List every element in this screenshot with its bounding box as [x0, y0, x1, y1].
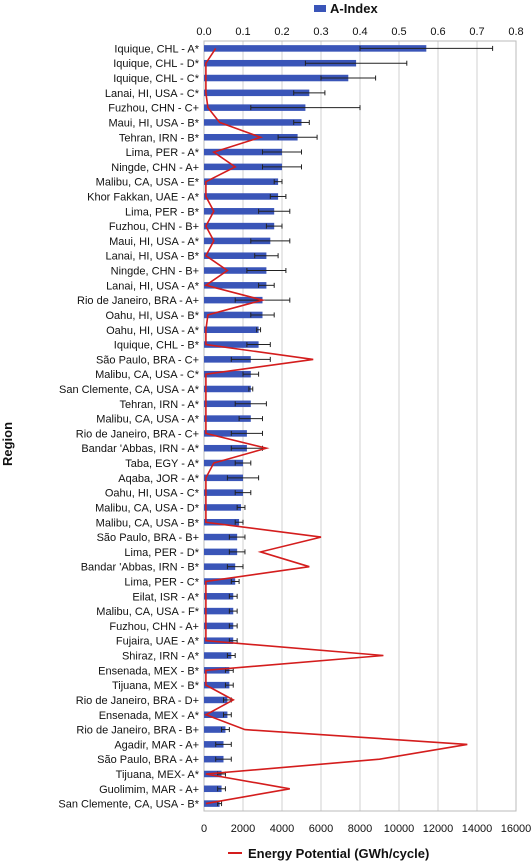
- category-label: Maui, HI, USA - A*: [109, 236, 200, 248]
- category-label: Lima, PER - B*: [125, 206, 200, 218]
- bottom-tick-label: 4000: [270, 823, 294, 835]
- bottom-tick-label: 0: [201, 823, 207, 835]
- bottom-tick-label: 14000: [462, 823, 493, 835]
- bottom-tick-label: 10000: [384, 823, 415, 835]
- category-label: Malibu, CA, USA - A*: [96, 414, 199, 426]
- category-label: Maui, HI, USA - B*: [109, 117, 200, 129]
- category-label: Lanai, HI, USA - A*: [106, 280, 200, 292]
- top-tick-label: 0.2: [274, 26, 289, 38]
- bottom-tick-label: 8000: [348, 823, 372, 835]
- category-label: Bandar 'Abbas, IRN - B*: [81, 562, 200, 574]
- category-label: Iquique, CHL - D*: [113, 58, 200, 70]
- bottom-tick-label: 2000: [231, 823, 255, 835]
- top-tick-label: 0.6: [430, 26, 445, 38]
- category-label: Malibu, CA, USA - D*: [95, 502, 200, 514]
- category-label: Fuzhou, CHN - C+: [108, 103, 199, 115]
- top-tick-label: 0.4: [352, 26, 367, 38]
- category-label: Malibu, CA, USA - E*: [96, 177, 200, 189]
- line-layer: [206, 48, 467, 803]
- category-label: Rio de Janeiro, BRA - C+: [76, 428, 199, 440]
- category-label: Ningde, CHN - B+: [111, 266, 199, 278]
- bottom-tick-label: 6000: [309, 823, 333, 835]
- legend-top-label: A-Index: [330, 1, 378, 16]
- category-label: Fujaira, UAE - A*: [116, 636, 200, 648]
- category-label: São Paulo, BRA - C+: [96, 354, 199, 366]
- category-label: Guolimim, MAR - A+: [99, 784, 199, 796]
- category-label: Lima, PER - D*: [124, 547, 199, 559]
- category-label: Tijuana, MEX - B*: [112, 680, 200, 692]
- legend-top-swatch: [314, 5, 326, 12]
- category-label: Ningde, CHN - A+: [111, 162, 199, 174]
- category-label: Fuzhou, CHN - B+: [109, 221, 199, 233]
- category-label: Lima, PER - A*: [126, 147, 200, 159]
- top-tick-label: 0.3: [313, 26, 328, 38]
- bar: [204, 223, 274, 230]
- axis-layer: 0.0 0.1 0.2 0.3 0.4 0.5 0.6 0.7 0.8 0 2000 4000 6000…: [58, 26, 531, 835]
- bar: [204, 193, 278, 200]
- category-label: Lima, PER - C*: [124, 576, 199, 588]
- category-label: Ensenada, MEX - B*: [98, 665, 200, 677]
- category-label: Bandar 'Abbas, IRN - A*: [81, 443, 199, 455]
- grid-layer: [204, 41, 516, 811]
- bar: [204, 326, 259, 333]
- category-label: Iquique, CHL - C*: [113, 73, 200, 85]
- category-label: San Clemente, CA, USA - B*: [58, 799, 199, 811]
- category-label: Khor Fakkan, UAE - A*: [87, 191, 200, 203]
- top-tick-label: 0.1: [235, 26, 250, 38]
- category-label: San Clemente, CA, USA - A*: [59, 384, 200, 396]
- category-label: Lanai, HI, USA - B*: [105, 251, 199, 263]
- bar: [204, 386, 251, 393]
- category-label: São Paulo, BRA - A+: [97, 754, 199, 766]
- bars-layer: [204, 45, 493, 807]
- category-label: Rio de Janeiro, BRA - A+: [77, 295, 199, 307]
- energy-line: [206, 48, 467, 803]
- category-label: Malibu, CA, USA - C*: [95, 369, 200, 381]
- category-label: Tehran, IRN - A*: [120, 399, 200, 411]
- legend-bottom-label: Energy Potential (GWh/cycle): [248, 846, 429, 861]
- top-tick-label: 0.7: [469, 26, 484, 38]
- category-label: Iquique, CHL - A*: [114, 43, 199, 55]
- top-tick-label: 0.5: [391, 26, 406, 38]
- category-label: Ensenada, MEX - A*: [99, 710, 200, 722]
- category-label: Oahu, HI, USA - C*: [105, 488, 200, 500]
- category-label: Taba, EGY - A*: [125, 458, 200, 470]
- bar: [204, 504, 241, 511]
- category-label: Eilat, ISR - A*: [132, 591, 199, 603]
- top-tick-label: 0.8: [508, 26, 523, 38]
- category-label: Tehran, IRN - B*: [119, 132, 200, 144]
- category-label: Iquique, CHL - B*: [114, 340, 200, 352]
- bottom-tick-label: 12000: [423, 823, 454, 835]
- category-label: Rio de Janeiro, BRA - B+: [76, 725, 199, 737]
- category-label: Agadir, MAR - A+: [114, 739, 199, 751]
- category-label: São Paulo, BRA - B+: [97, 532, 199, 544]
- category-label: Fuzhou, CHN - A+: [109, 621, 199, 633]
- category-label: Oahu, HI, USA - B*: [105, 310, 199, 322]
- top-tick-label: 0.0: [196, 26, 211, 38]
- category-label: Shiraz, IRN - A*: [122, 651, 200, 663]
- y-axis-title: Region: [0, 422, 15, 466]
- category-label: Malibu, CA, USA - B*: [96, 517, 200, 529]
- category-label: Aqaba, JOR - A*: [118, 473, 199, 485]
- bottom-tick-label: 16000: [501, 823, 532, 835]
- category-label: Oahu, HI, USA - A*: [106, 325, 200, 337]
- category-label: Lanai, HI, USA - C*: [105, 88, 200, 100]
- category-label: Tijuana, MEX- A*: [116, 769, 200, 781]
- bar: [204, 178, 278, 185]
- category-label: Malibu, CA, USA - F*: [96, 606, 199, 618]
- category-label: Rio de Janeiro, BRA - D+: [76, 695, 199, 707]
